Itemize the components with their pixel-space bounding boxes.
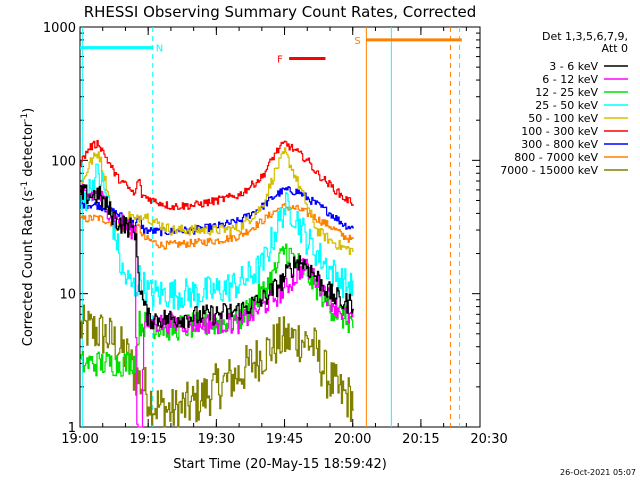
timestamp: 26-Oct-2021 05:07: [560, 468, 636, 477]
x-tick-label: 20:30: [470, 432, 507, 447]
y-tick-label: 1: [68, 421, 76, 436]
x-tick-label: 20:15: [402, 432, 439, 447]
plot-frame: [79, 26, 481, 428]
flag-label: F: [277, 55, 283, 66]
legend-label: 12 - 25 keV: [535, 86, 598, 99]
legend-label: 7000 - 15000 keV: [500, 164, 598, 177]
legend-header: Att 0: [602, 42, 628, 55]
legend-label: 25 - 50 keV: [535, 99, 598, 112]
legend-header: Det 1,3,5,6,7,9,: [542, 30, 628, 43]
plot-area: N F S: [79, 26, 481, 428]
x-tick-label: 19:15: [129, 432, 166, 447]
flag-label: S: [354, 36, 360, 47]
legend-label: 800 - 7000 keV: [514, 151, 598, 164]
chart-title: RHESSI Observing Summary Count Rates, Co…: [84, 3, 477, 21]
flag-label: N: [156, 44, 163, 55]
x-tick-label: 20:00: [334, 432, 371, 447]
legend-label: 100 - 300 keV: [521, 125, 598, 138]
legend-label: 300 - 800 keV: [521, 138, 598, 151]
series-line: [80, 163, 354, 311]
x-axis-label: Start Time (20-May-15 18:59:42): [173, 457, 387, 472]
y-tick-label: 1000: [43, 21, 76, 36]
x-tick-label: 19:00: [61, 432, 98, 447]
series-line: [80, 140, 354, 211]
legend-label: 6 - 12 keV: [542, 73, 598, 86]
x-tick-label: 19:30: [198, 432, 235, 447]
legend-label: 50 - 100 keV: [528, 112, 598, 125]
legend-label: 3 - 6 keV: [549, 60, 598, 73]
y-tick-label: 100: [51, 154, 76, 169]
y-axis-label: Corrected Count Rate (s-1 detector-1): [20, 108, 36, 346]
series-line: [80, 184, 354, 330]
y-tick-label: 10: [59, 288, 76, 303]
x-tick-label: 19:45: [266, 432, 303, 447]
